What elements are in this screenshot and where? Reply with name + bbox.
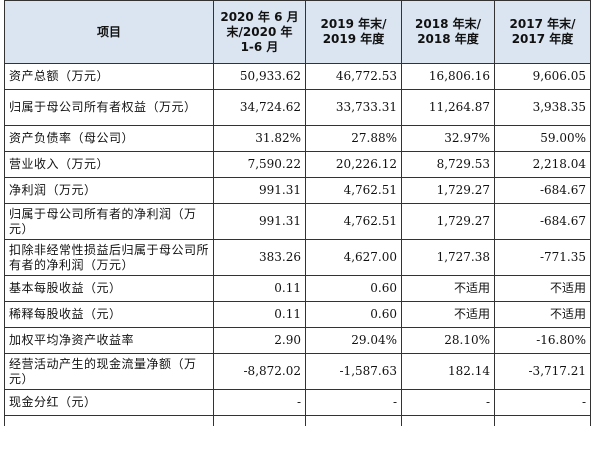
cell-empty <box>494 415 591 426</box>
table-row: 经营活动产生的现金流量净额（万元） -8,872.02 -1,587.63 18… <box>4 353 591 390</box>
cell-value: 16,806.16 <box>401 63 495 90</box>
cell-value: 50,933.62 <box>213 63 306 90</box>
row-label: 加权平均净资产收益率 <box>4 327 214 354</box>
cell-value: 34,724.62 <box>213 89 306 126</box>
row-label: 基本每股收益（元） <box>4 275 214 302</box>
row-label: 稀释每股收益（元） <box>4 301 214 328</box>
cell-value: 0.60 <box>305 275 402 302</box>
header-col-2018: 2018 年末/ 2018 年度 <box>401 0 495 64</box>
cell-empty <box>4 415 214 426</box>
cell-value: 0.60 <box>305 301 402 328</box>
row-label: 归属于母公司所有者的净利润（万元） <box>4 203 214 240</box>
table-row: 资产负债率（母公司） 31.82% 27.88% 32.97% 59.00% <box>4 125 591 152</box>
cell-value: 59.00% <box>494 125 591 152</box>
cell-value: -684.67 <box>494 177 591 204</box>
cell-value: -1,587.63 <box>305 353 402 390</box>
table-row: 资产总额（万元） 50,933.62 46,772.53 16,806.16 9… <box>4 63 591 90</box>
financial-summary-table: 项目 2020 年 6 月 末/2020 年 1-6 月 2019 年末/ 20… <box>4 0 591 426</box>
row-label: 资产负债率（母公司） <box>4 125 214 152</box>
cell-value: 不适用 <box>401 301 495 328</box>
table-row: 归属于母公司所有者权益（万元） 34,724.62 33,733.31 11,2… <box>4 89 591 126</box>
header-col-2020h1: 2020 年 6 月 末/2020 年 1-6 月 <box>213 0 306 64</box>
cell-value: 28.10% <box>401 327 495 354</box>
table-row: 稀释每股收益（元） 0.11 0.60 不适用 不适用 <box>4 301 591 328</box>
cell-value: 7,590.22 <box>213 151 306 178</box>
table-row: 归属于母公司所有者的净利润（万元） 991.31 4,762.51 1,729.… <box>4 203 591 240</box>
table-row-partial <box>4 415 591 426</box>
cell-value: 46,772.53 <box>305 63 402 90</box>
cell-empty <box>401 415 495 426</box>
cell-empty <box>305 415 402 426</box>
table-row: 净利润（万元） 991.31 4,762.51 1,729.27 -684.67 <box>4 177 591 204</box>
table-row: 加权平均净资产收益率 2.90 29.04% 28.10% -16.80% <box>4 327 591 354</box>
cell-value: 991.31 <box>213 203 306 240</box>
cell-value: - <box>401 389 495 416</box>
header-item: 项目 <box>4 0 214 64</box>
row-label: 扣除非经常性损益后归属于母公司所有者的净利润（万元） <box>4 239 214 276</box>
cell-value: 991.31 <box>213 177 306 204</box>
cell-value: 1,727.38 <box>401 239 495 276</box>
cell-value: 383.26 <box>213 239 306 276</box>
cell-value: -3,717.21 <box>494 353 591 390</box>
row-label: 营业收入（万元） <box>4 151 214 178</box>
cell-value: - <box>213 389 306 416</box>
cell-value: -771.35 <box>494 239 591 276</box>
cell-value: 4,627.00 <box>305 239 402 276</box>
cell-value: 27.88% <box>305 125 402 152</box>
cell-value: - <box>305 389 402 416</box>
cell-value: 8,729.53 <box>401 151 495 178</box>
table-row: 现金分红（元） - - - - <box>4 389 591 416</box>
row-label: 净利润（万元） <box>4 177 214 204</box>
cell-empty <box>213 415 306 426</box>
cell-value: 9,606.05 <box>494 63 591 90</box>
cell-value: 不适用 <box>401 275 495 302</box>
cell-value: 4,762.51 <box>305 177 402 204</box>
table-row: 营业收入（万元） 7,590.22 20,226.12 8,729.53 2,2… <box>4 151 591 178</box>
cell-value: -8,872.02 <box>213 353 306 390</box>
header-col-2019: 2019 年末/ 2019 年度 <box>305 0 402 64</box>
cell-value: - <box>494 389 591 416</box>
cell-value: 4,762.51 <box>305 203 402 240</box>
cell-value: 不适用 <box>494 275 591 302</box>
cell-value: 31.82% <box>213 125 306 152</box>
row-label: 归属于母公司所有者权益（万元） <box>4 89 214 126</box>
table-row: 基本每股收益（元） 0.11 0.60 不适用 不适用 <box>4 275 591 302</box>
cell-value: 182.14 <box>401 353 495 390</box>
cell-value: 1,729.27 <box>401 203 495 240</box>
header-col-2017: 2017 年末/ 2017 年度 <box>494 0 591 64</box>
row-label: 资产总额（万元） <box>4 63 214 90</box>
cell-value: 32.97% <box>401 125 495 152</box>
row-label: 现金分红（元） <box>4 389 214 416</box>
cell-value: 0.11 <box>213 275 306 302</box>
table-row: 扣除非经常性损益后归属于母公司所有者的净利润（万元） 383.26 4,627.… <box>4 239 591 276</box>
cell-value: 11,264.87 <box>401 89 495 126</box>
cell-value: 3,938.35 <box>494 89 591 126</box>
cell-value: 0.11 <box>213 301 306 328</box>
cell-value: 29.04% <box>305 327 402 354</box>
row-label: 经营活动产生的现金流量净额（万元） <box>4 353 214 390</box>
cell-value: 2,218.04 <box>494 151 591 178</box>
cell-value: -16.80% <box>494 327 591 354</box>
cell-value: 不适用 <box>494 301 591 328</box>
cell-value: 2.90 <box>213 327 306 354</box>
cell-value: 33,733.31 <box>305 89 402 126</box>
cell-value: 20,226.12 <box>305 151 402 178</box>
cell-value: -684.67 <box>494 203 591 240</box>
cell-value: 1,729.27 <box>401 177 495 204</box>
table-header-row: 项目 2020 年 6 月 末/2020 年 1-6 月 2019 年末/ 20… <box>4 0 591 64</box>
